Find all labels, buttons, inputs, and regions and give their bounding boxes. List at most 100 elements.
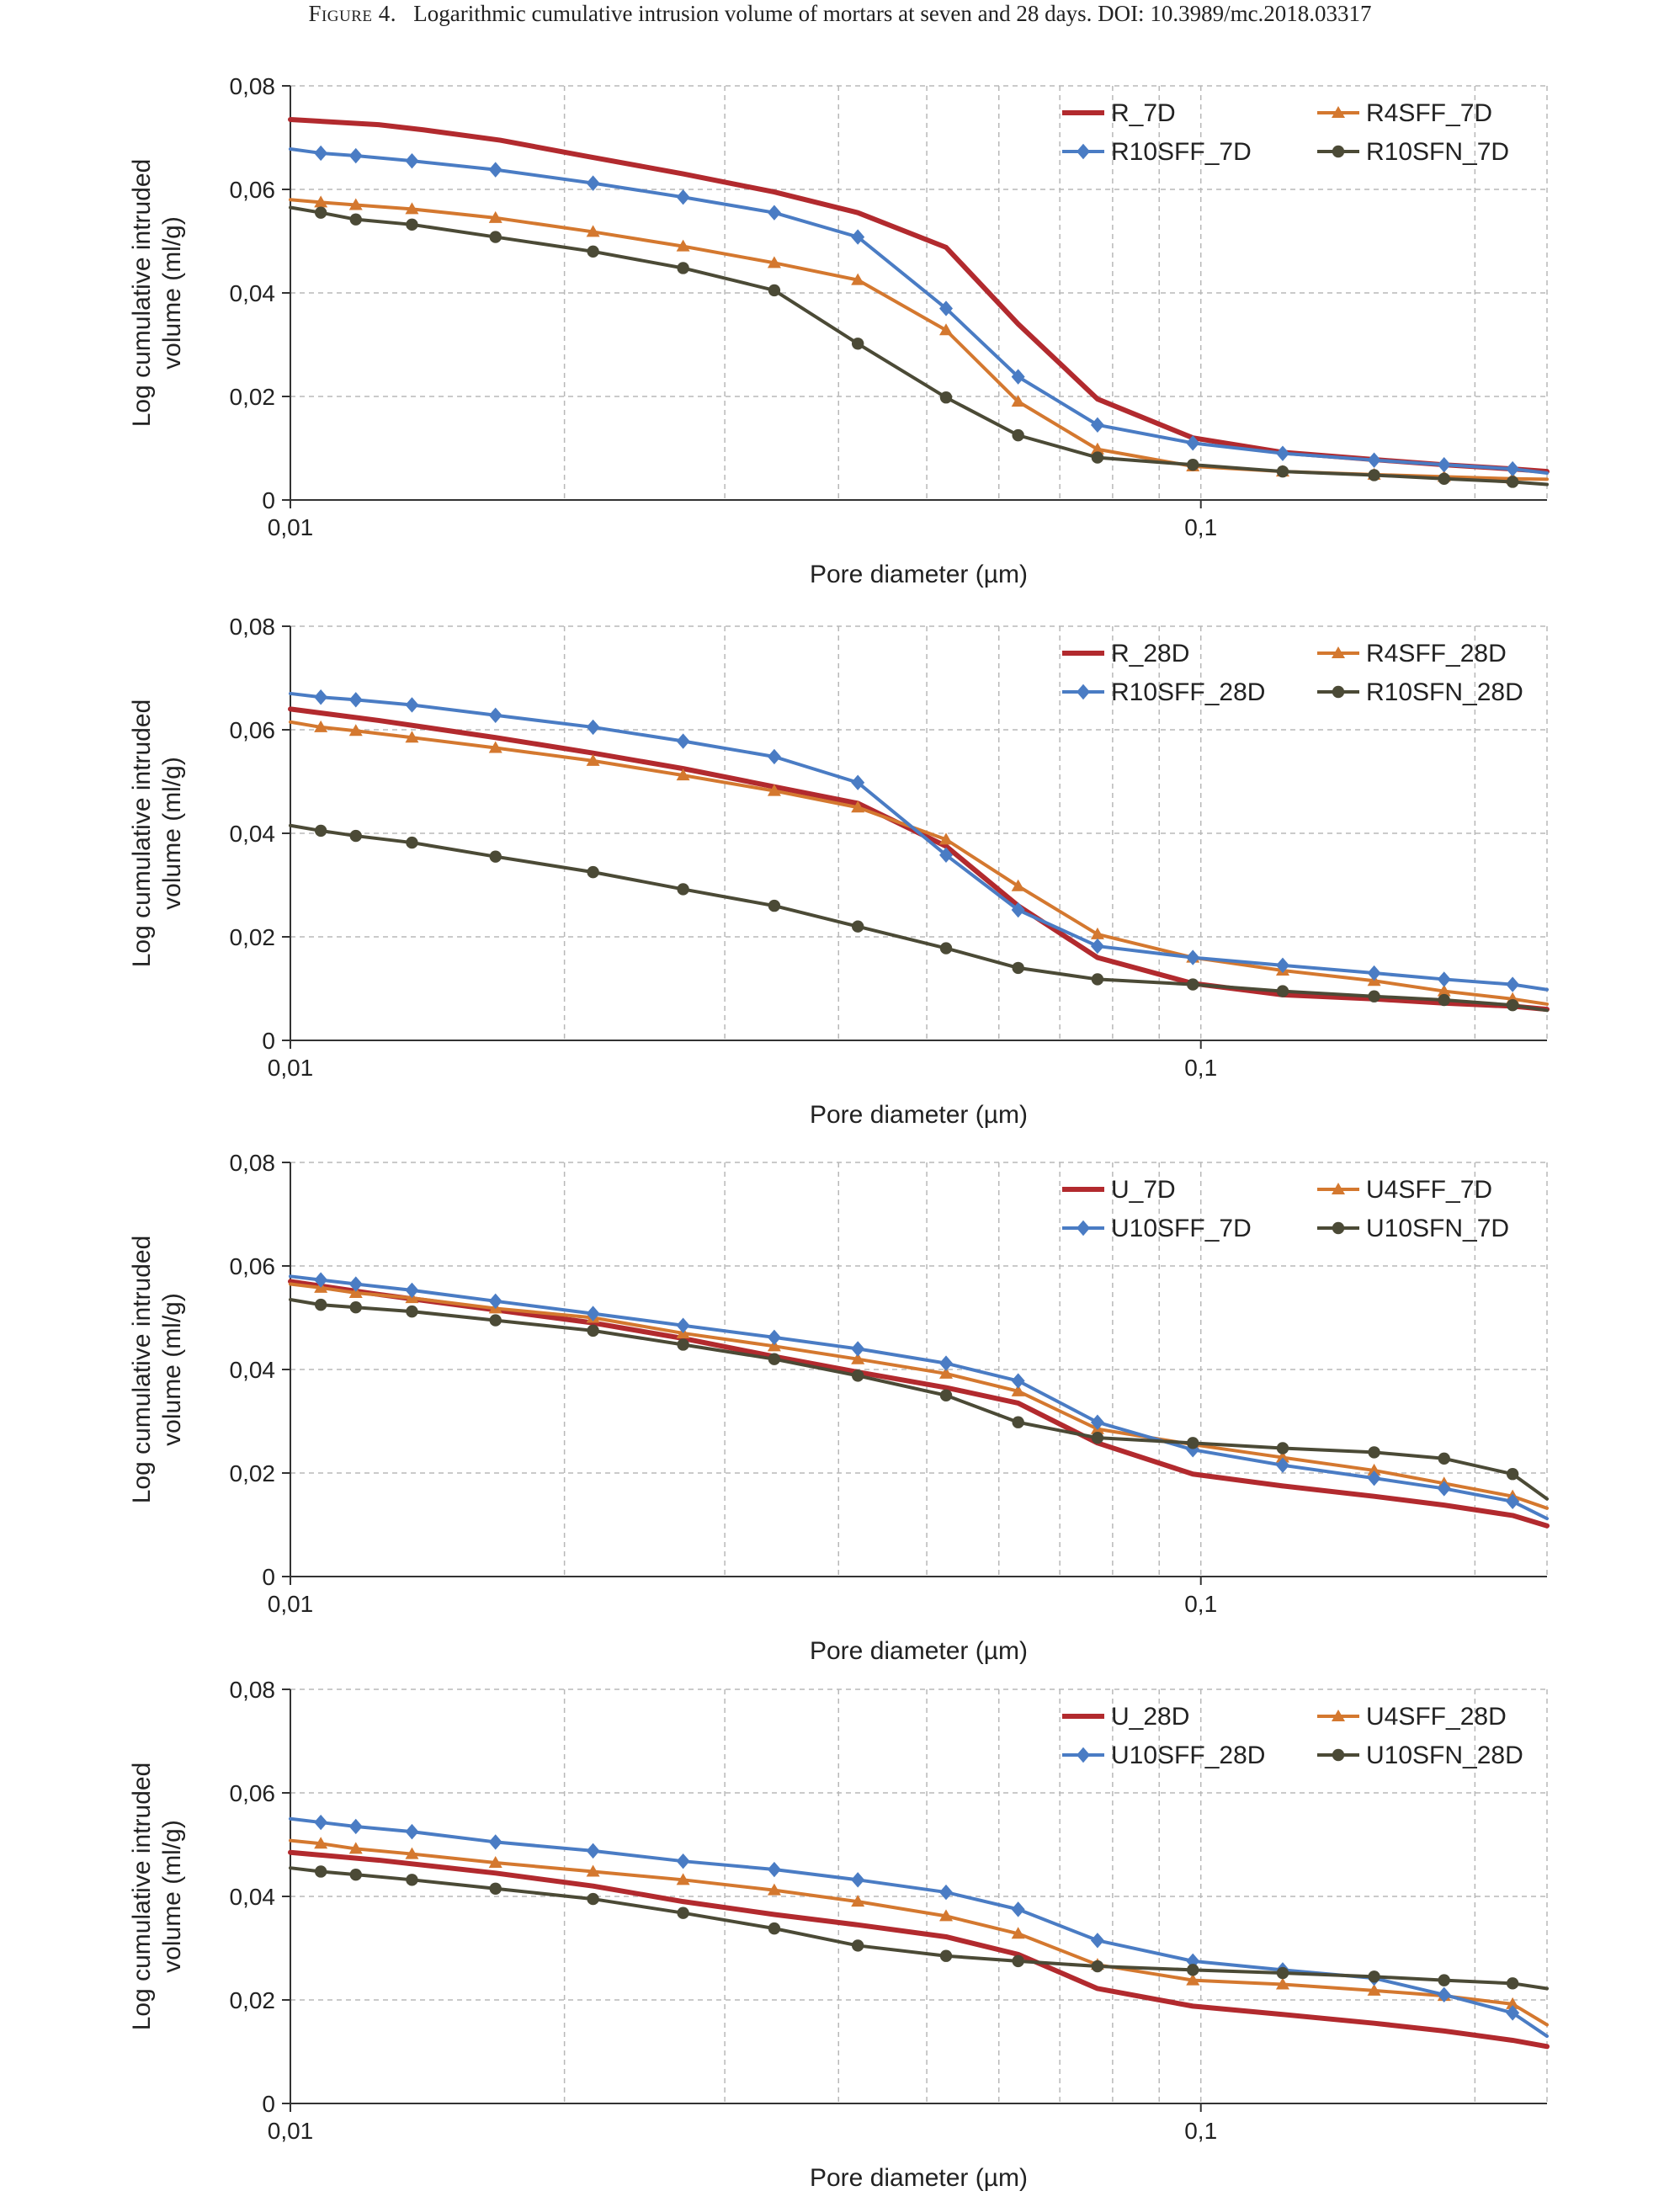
y-tick-label: 0,04 bbox=[230, 280, 276, 306]
chart-panel-4: 0 0,02 0,04 0,06 0,08 0,01 0,1 Pore diameter (µ… bbox=[128, 1677, 1547, 2192]
legend-label: U_28D bbox=[1111, 1703, 1189, 1731]
legend-label: R10SFF_7D bbox=[1111, 138, 1252, 166]
series-line bbox=[290, 722, 1547, 1004]
data-point bbox=[1368, 991, 1380, 1002]
data-point bbox=[768, 749, 781, 764]
data-point bbox=[1368, 469, 1380, 481]
y-tick-label: 0,06 bbox=[230, 1253, 276, 1279]
y-axis-label-line: volume (ml/g) bbox=[158, 1820, 186, 1973]
data-point bbox=[587, 720, 600, 735]
x-axis-label: Pore diameter (µm) bbox=[810, 2164, 1028, 2192]
series-line bbox=[290, 709, 1547, 1009]
y-axis-label-line: Log cumulative intruded bbox=[128, 699, 156, 968]
legend-item: R10SFF_28D bbox=[1062, 678, 1265, 706]
data-point bbox=[940, 391, 952, 403]
y-tick-label: 0,08 bbox=[230, 1677, 276, 1703]
y-tick-label: 0 bbox=[262, 2091, 275, 2117]
data-point bbox=[315, 1865, 327, 1877]
legend-item: R4SFF_7D bbox=[1317, 99, 1492, 127]
legend-item: R4SFF_28D bbox=[1317, 640, 1507, 667]
data-point bbox=[406, 1306, 417, 1317]
data-point bbox=[1506, 461, 1519, 476]
legend-label: U10SFF_28D bbox=[1111, 1742, 1265, 1769]
data-point bbox=[851, 1341, 864, 1356]
series-line bbox=[290, 149, 1547, 473]
legend-item: R_7D bbox=[1062, 99, 1176, 127]
series-line bbox=[290, 1853, 1547, 2047]
y-axis-label-line: Log cumulative intruded bbox=[128, 1236, 156, 1504]
legend-label: U10SFF_7D bbox=[1111, 1215, 1252, 1242]
legend-marker bbox=[1077, 144, 1090, 159]
legend-marker bbox=[1332, 1749, 1344, 1761]
data-point bbox=[852, 1939, 864, 1951]
y-tick-label: 0,06 bbox=[230, 1780, 276, 1806]
data-point bbox=[587, 1843, 600, 1859]
legend-marker bbox=[1077, 1220, 1090, 1236]
legend-marker bbox=[1332, 146, 1344, 157]
series-line bbox=[290, 208, 1547, 485]
data-point bbox=[1438, 473, 1450, 485]
data-point bbox=[852, 921, 864, 933]
series-R10SFF_7D bbox=[290, 146, 1547, 477]
legend-item: U4SFF_28D bbox=[1317, 1703, 1507, 1731]
data-point bbox=[1012, 1373, 1025, 1388]
x-axis-label: Pore diameter (µm) bbox=[810, 1101, 1028, 1129]
data-point bbox=[851, 1872, 864, 1887]
data-point bbox=[490, 1314, 502, 1326]
data-point bbox=[406, 837, 417, 848]
data-point bbox=[1012, 429, 1023, 441]
data-point bbox=[350, 213, 362, 225]
legend-item: U4SFF_7D bbox=[1317, 1176, 1492, 1204]
data-point bbox=[1506, 976, 1519, 992]
y-axis-label-line: volume (ml/g) bbox=[158, 1293, 186, 1446]
y-tick-label: 0 bbox=[262, 487, 275, 513]
legend: U_28D U4SFF_28DU10SFF_28D U10SFN_28D bbox=[1062, 1703, 1523, 1769]
data-point bbox=[852, 1369, 864, 1381]
series-line bbox=[290, 826, 1547, 1011]
data-point bbox=[587, 866, 598, 878]
legend-label: R10SFN_7D bbox=[1366, 138, 1509, 166]
y-tick-label: 0,08 bbox=[230, 1150, 276, 1176]
legend-label: R10SFN_28D bbox=[1366, 678, 1523, 706]
data-point bbox=[349, 148, 363, 163]
chart-panel-2: 00,020,040,060,080,01 0,1Pore diameter (µ… bbox=[128, 614, 1547, 1129]
data-point bbox=[1507, 999, 1518, 1011]
data-point bbox=[768, 1330, 781, 1345]
data-point bbox=[1368, 1446, 1380, 1458]
y-tick-label: 0,02 bbox=[230, 1987, 276, 2013]
series-R4SFF_28D bbox=[290, 721, 1547, 1004]
data-point bbox=[1091, 1933, 1104, 1948]
data-point bbox=[350, 1301, 362, 1313]
data-point bbox=[1368, 965, 1381, 981]
data-point bbox=[314, 689, 327, 705]
data-point bbox=[1092, 973, 1103, 985]
data-point bbox=[350, 830, 362, 842]
series-R_7D bbox=[290, 120, 1547, 471]
data-point bbox=[489, 162, 502, 177]
data-point bbox=[1438, 1453, 1450, 1465]
data-point bbox=[677, 883, 688, 895]
y-tick-label: 0,02 bbox=[230, 1460, 276, 1486]
data-point bbox=[1507, 1977, 1518, 1989]
x-axis-label: Pore diameter (µm) bbox=[810, 561, 1028, 588]
data-point bbox=[1012, 1417, 1023, 1428]
data-point bbox=[587, 175, 600, 190]
legend-label: R10SFF_28D bbox=[1111, 678, 1265, 706]
data-point bbox=[490, 231, 502, 242]
data-point bbox=[677, 1853, 690, 1869]
data-point bbox=[405, 1824, 418, 1839]
data-point bbox=[1092, 1432, 1103, 1444]
legend-label: R4SFF_7D bbox=[1366, 99, 1492, 127]
series-R_28D bbox=[290, 709, 1547, 1009]
series-line bbox=[290, 694, 1547, 990]
x-tick-label: 0,1 bbox=[1184, 1591, 1217, 1617]
legend-label: R_7D bbox=[1111, 99, 1176, 127]
y-tick-label: 0,06 bbox=[230, 717, 276, 743]
series-U10SFN_28D bbox=[290, 1865, 1547, 1989]
legend-marker bbox=[1077, 684, 1090, 699]
data-point bbox=[1091, 417, 1104, 433]
legend-marker bbox=[1332, 1222, 1344, 1234]
y-axis-label: Log cumulative intruded volume (ml/g) bbox=[128, 159, 186, 428]
data-point bbox=[1276, 445, 1289, 460]
data-point bbox=[768, 900, 780, 912]
